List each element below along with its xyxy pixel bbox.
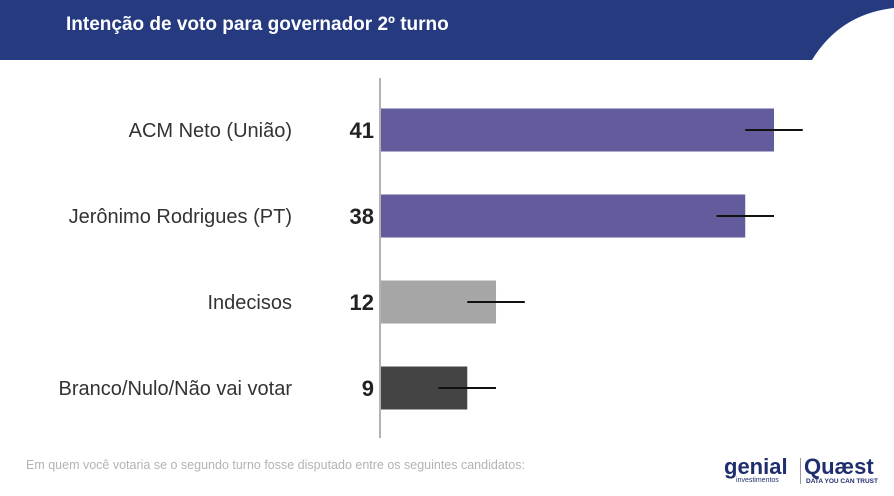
bar: [381, 194, 746, 238]
logos: genial investimentos Quæst DATA YOU CAN …: [724, 456, 884, 488]
genial-logo: genial: [724, 454, 788, 479]
header-background: [0, 0, 894, 60]
quaest-logo: Quæst: [804, 454, 874, 479]
category-label: Branco/Nulo/Não vai votar: [59, 378, 293, 400]
category-label: Jerônimo Rodrigues (PT): [69, 206, 292, 228]
category-label: ACM Neto (União): [129, 120, 292, 142]
question-footnote: Em quem você votaria se o segundo turno …: [26, 458, 525, 472]
page-title: Intenção de voto para governador 2º turn…: [66, 14, 449, 35]
data-label: 12: [350, 290, 374, 315]
category-label: Indecisos: [208, 292, 293, 314]
bar: [381, 108, 774, 152]
quaest-logo-sub: DATA YOU CAN TRUST: [806, 478, 878, 485]
data-label: 41: [350, 118, 374, 143]
header-banner: Intenção de voto para governador 2º turn…: [0, 0, 894, 60]
logo-divider: [800, 458, 801, 484]
genial-logo-sub: investimentos: [736, 477, 779, 484]
bar-chart: ACM Neto (União) 41 Jerônimo Rodrigues (PT…: [59, 78, 803, 438]
data-label: 9: [362, 376, 374, 401]
data-label: 38: [350, 204, 374, 229]
